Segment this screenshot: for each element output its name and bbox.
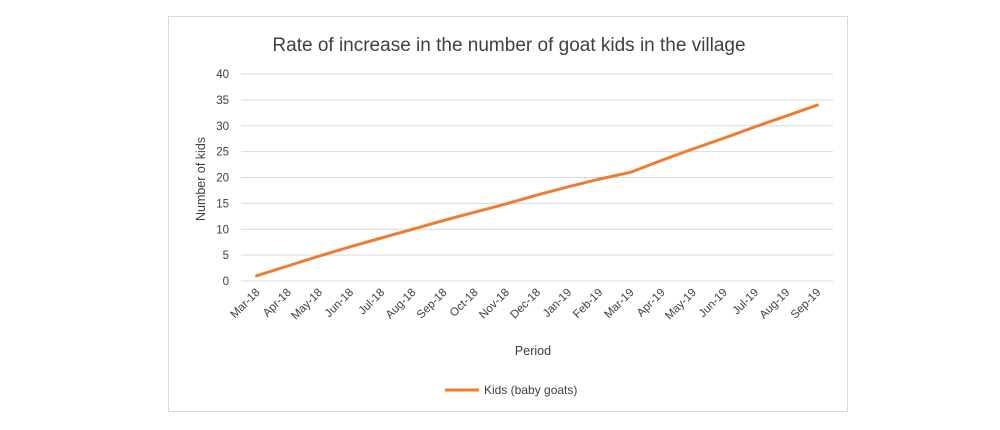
x-tick-label: Oct-18 <box>448 287 481 320</box>
y-tick-label: 15 <box>216 198 229 210</box>
y-tick-label: 35 <box>216 95 229 107</box>
line-chart: Rate of increase in the number of goat k… <box>194 35 833 397</box>
y-tick-label: 20 <box>216 173 229 185</box>
y-tick-label: 10 <box>216 224 229 236</box>
series-layer <box>255 103 819 278</box>
x-tick-label: Sep-19 <box>789 287 824 322</box>
y-axis-label: Number of kids <box>194 137 208 221</box>
x-tick-label: Mar-18 <box>228 287 262 321</box>
y-tick-label: 0 <box>223 276 229 288</box>
x-tick-label: Dec-18 <box>508 287 543 322</box>
x-tick-label: Aug-19 <box>758 287 793 322</box>
x-tick-label: May-18 <box>289 287 325 323</box>
y-tick-label: 5 <box>223 250 229 262</box>
x-tick-label: Feb-19 <box>571 287 605 321</box>
gridlines <box>241 73 833 282</box>
chart-frame: Rate of increase in the number of goat k… <box>168 16 848 412</box>
series-line <box>255 103 819 278</box>
x-axis-label: Period <box>515 344 551 358</box>
x-tick-label: Jun-18 <box>323 287 356 320</box>
x-tick-label: Jun-19 <box>697 287 730 320</box>
y-tick-label: 40 <box>216 69 229 81</box>
x-tick-label: Nov-18 <box>477 287 512 322</box>
y-tick-label: 25 <box>216 147 229 159</box>
y-tick-label: 30 <box>216 121 229 133</box>
x-tick-label: Sep-18 <box>415 287 450 322</box>
x-tick-label: Aug-18 <box>384 287 419 322</box>
chart-title: Rate of increase in the number of goat k… <box>272 35 745 56</box>
y-tick-labels: 0 5 10 15 20 25 30 35 40 <box>216 69 229 288</box>
legend: Kids (baby goats) <box>445 383 577 397</box>
x-tick-label: May-19 <box>663 287 699 323</box>
x-tick-label: Jan-19 <box>541 287 574 320</box>
x-tick-label: Mar-19 <box>602 287 636 321</box>
legend-entry: Kids (baby goats) <box>484 383 577 397</box>
